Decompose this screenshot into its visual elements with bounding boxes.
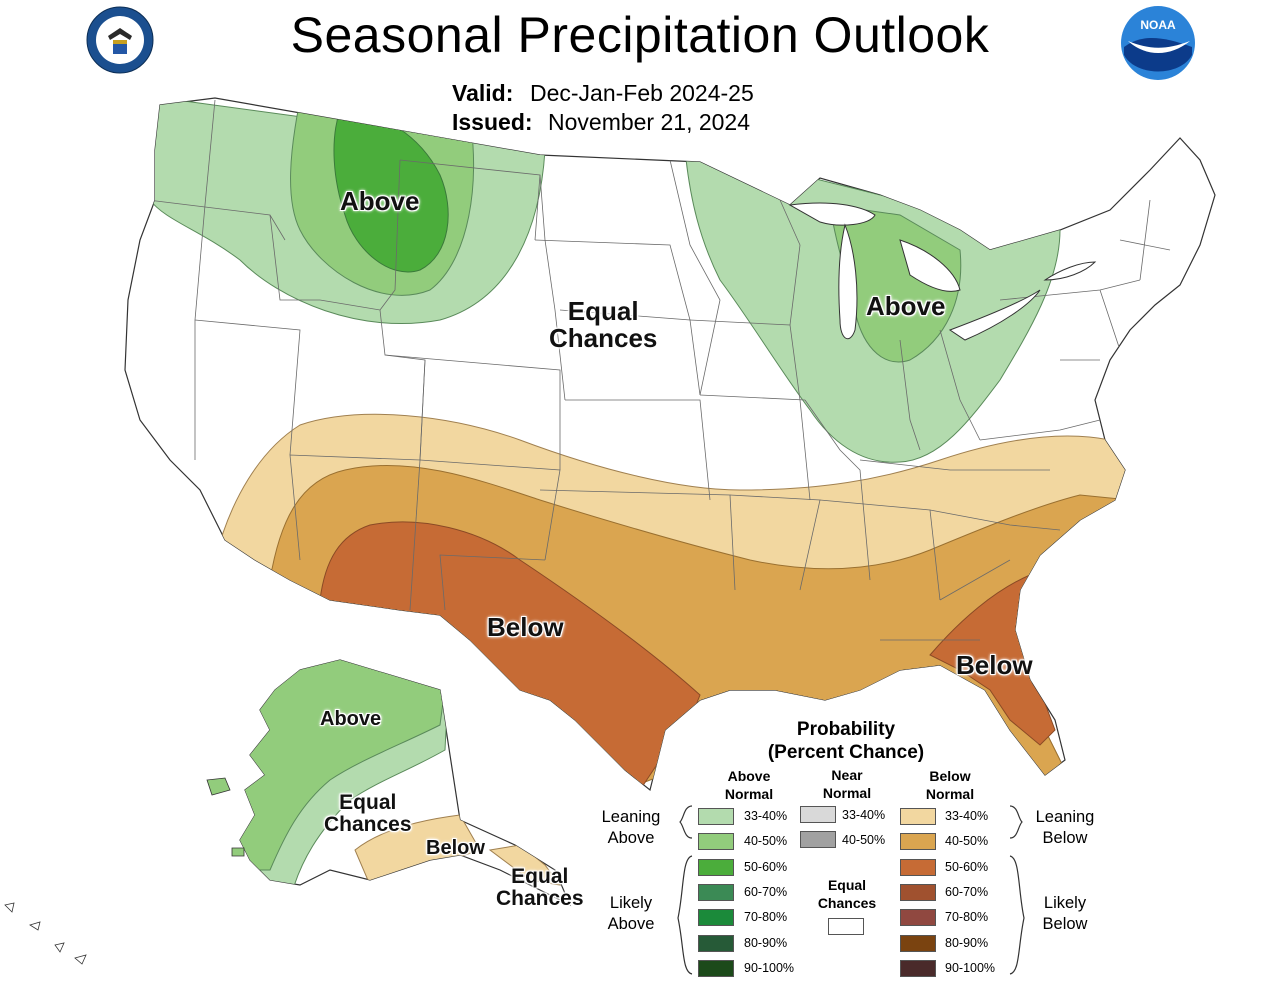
nw-above-50 [333, 109, 449, 273]
legend-likely-above-2: Above [607, 914, 655, 933]
legend-label-below-60-70: 60-70% [945, 885, 989, 899]
legend-swatch-above-40-50 [698, 833, 734, 850]
legend-label-above-90-100: 90-100% [744, 961, 795, 975]
legend-label-below-50-60: 50-60% [945, 860, 989, 874]
legend-label-above-70-80: 70-80% [744, 910, 788, 924]
legend-leaning-above-1: Leaning [601, 808, 661, 826]
legend-likely-below-2: Below [1042, 914, 1088, 933]
legend-label-below-70-80: 70-80% [945, 910, 989, 924]
legend-leaning-below-2: Below [1042, 828, 1088, 847]
legend-likely-above-1: Likely [609, 894, 653, 912]
legend-header-equal-2: Chances [817, 894, 877, 911]
department-of-commerce-seal [86, 6, 154, 74]
legend-label-above-80-90: 80-90% [744, 936, 788, 950]
legend-likely-above: Likely Above [591, 893, 671, 934]
legend-leaning-below-1: Leaning [1035, 808, 1095, 826]
legend-label-above-33-40: 33-40% [744, 809, 788, 823]
legend-leaning-below: Leaning Below [1025, 807, 1105, 848]
legend-header-above-1: Above [727, 768, 771, 784]
label-central-chances: Chances [549, 323, 658, 354]
legend-header-near: Near Normal [812, 767, 882, 802]
label-aleutian-chances: Chances [496, 887, 584, 911]
legend-label-near-40-50: 40-50% [842, 833, 886, 847]
label-sw-below: Below [487, 612, 564, 642]
legend-header-above-2: Normal [724, 785, 774, 802]
legend-title-1: Probability [796, 719, 896, 740]
legend-swatch-below-50-60 [900, 859, 936, 876]
legend-label-below-80-90: 80-90% [945, 936, 989, 950]
legend-brackets [677, 805, 1025, 975]
ak-below-33 [354, 814, 481, 886]
label-ak-chances: Chances [324, 813, 412, 837]
label-aleutian-equal-chances: Equal Chances [496, 865, 584, 911]
legend-label-above-60-70: 60-70% [744, 885, 788, 899]
ak-above-40 [240, 660, 451, 871]
legend-swatch-below-80-90 [900, 935, 936, 952]
legend-swatch-above-90-100 [698, 960, 734, 977]
legend-swatch-below-70-80 [900, 909, 936, 926]
legend-likely-below-1: Likely [1043, 894, 1087, 912]
legend-leaning-above-2: Above [607, 828, 655, 847]
legend-likely-below: Likely Below [1025, 893, 1105, 934]
legend-swatch-near-33-40 [800, 806, 836, 823]
legend-header-below-1: Below [929, 768, 971, 784]
valid-line: Valid: Dec-Jan-Feb 2024-25 [452, 80, 754, 107]
label-central-equal-chances: Equal Chances [549, 296, 658, 354]
legend-leaning-above: Leaning Above [591, 807, 671, 848]
page-title: Seasonal Precipitation Outlook [290, 7, 990, 63]
noaa-logo: NOAA [1121, 6, 1195, 80]
legend-header-near-2: Normal [822, 784, 872, 801]
legend-label-near-33-40: 33-40% [842, 808, 886, 822]
legend-label-above-50-60: 50-60% [744, 860, 788, 874]
legend-swatch-below-33-40 [900, 808, 936, 825]
legend-swatch-above-50-60 [698, 859, 734, 876]
label-central-equal: Equal [567, 296, 639, 326]
ak-se-below-33 [488, 844, 562, 886]
legend-swatch-below-60-70 [900, 884, 936, 901]
issued-value: November 21, 2024 [548, 109, 751, 135]
legend-header-below: Below Normal [915, 768, 985, 803]
legend-label-below-33-40: 33-40% [945, 809, 989, 823]
label-ak-above: Above [320, 708, 382, 730]
label-ak-equal: Equal [339, 791, 397, 814]
noaa-logo-text: NOAA [1140, 18, 1176, 32]
legend-swatch-above-60-70 [698, 884, 734, 901]
legend-label-below-40-50: 40-50% [945, 834, 989, 848]
legend-header-above: Above Normal [714, 768, 784, 803]
legend-header-equal-1: Equal [827, 877, 867, 893]
label-ak-below: Below [426, 837, 485, 859]
label-gl-above: Above [866, 291, 946, 321]
valid-value: Dec-Jan-Feb 2024-25 [530, 80, 754, 106]
valid-label: Valid: [452, 80, 514, 106]
legend-header-below-2: Normal [925, 785, 975, 802]
label-nw-above: Above [340, 186, 420, 216]
legend-header-near-1: Near [831, 767, 863, 783]
legend-swatch-below-40-50 [900, 833, 936, 850]
legend-swatch-equal-chances [828, 918, 864, 935]
legend-swatch-above-80-90 [698, 935, 734, 952]
label-se-below: Below [956, 650, 1033, 680]
legend-swatch-above-33-40 [698, 808, 734, 825]
legend-header-equal: Equal Chances [812, 877, 882, 912]
issued-line: Issued: November 21, 2024 [452, 109, 750, 136]
s-below-50 [319, 521, 701, 790]
issued-label: Issued: [452, 109, 533, 135]
legend-swatch-near-40-50 [800, 831, 836, 848]
legend-label-above-40-50: 40-50% [744, 834, 788, 848]
legend-title-2: (Percent Chance) [767, 741, 925, 763]
label-aleutian-equal: Equal [511, 865, 569, 888]
legend-title: Probability (Percent Chance) [758, 719, 934, 765]
legend-swatch-below-90-100 [900, 960, 936, 977]
legend-swatch-above-70-80 [698, 909, 734, 926]
legend-label-below-90-100: 90-100% [945, 961, 996, 975]
label-ak-equal-chances: Equal Chances [324, 791, 412, 837]
